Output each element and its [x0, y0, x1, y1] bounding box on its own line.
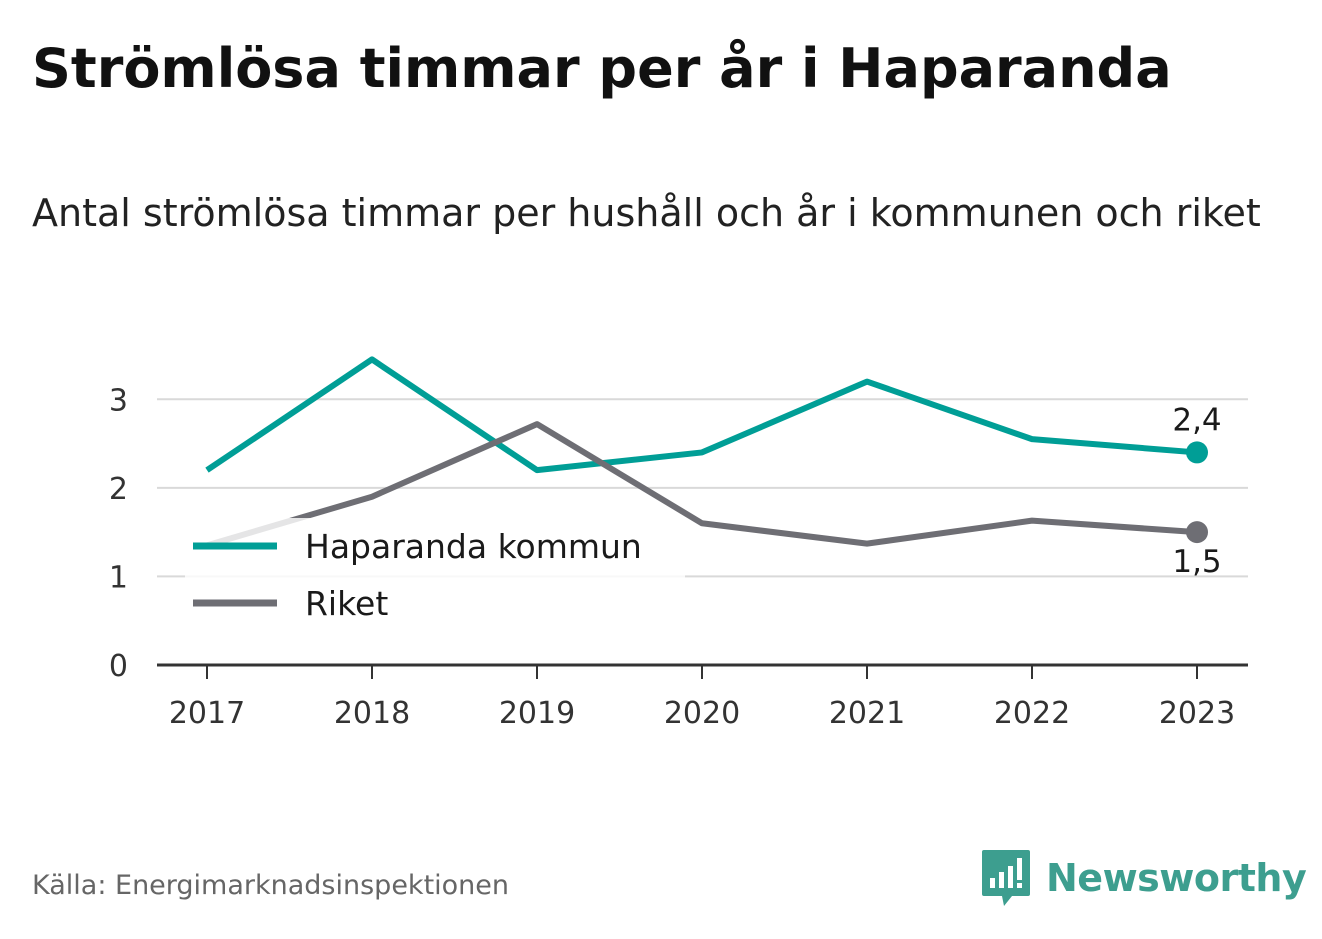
newsworthy-logo[interactable]: Newsworthy: [980, 848, 1307, 908]
x-axis: 2017 2018 2019 2020 2021 2022 2023: [157, 663, 1248, 731]
x-tick-label: 2022: [994, 696, 1070, 731]
chart-subtitle: Antal strömlösa timmar per hushåll och å…: [32, 191, 1261, 235]
series-end-point-0: [1186, 441, 1208, 464]
brand-name: Newsworthy: [1046, 856, 1307, 900]
legend-label-0: Haparanda kommun: [305, 527, 642, 566]
x-tick-label: 2023: [1159, 696, 1235, 731]
x-tick-label: 2021: [829, 696, 905, 731]
x-tick-label: 2018: [334, 696, 410, 731]
x-tick-label: 2020: [664, 696, 740, 731]
y-tick-label: 3: [109, 383, 128, 418]
newsworthy-logo-icon: [982, 850, 1030, 906]
y-tick-label: 0: [109, 649, 128, 684]
series-end-point-1: [1186, 521, 1208, 544]
end-value-label-0: 2,4: [1172, 402, 1221, 438]
x-tick-label: 2017: [169, 696, 245, 731]
y-tick-label: 1: [109, 560, 128, 595]
series-line-1: [206, 421, 1198, 549]
legend-label-1: Riket: [305, 584, 388, 623]
y-axis: 0 1 2 3: [109, 383, 128, 684]
end-labels: 2,4 1,5: [1172, 402, 1221, 580]
series-line-0: [205, 356, 1198, 474]
source-note: Källa: Energimarknadsinspektionen: [32, 870, 510, 901]
x-tick-label: 2019: [499, 696, 575, 731]
legend: Haparanda kommun Riket: [185, 518, 685, 638]
chart-title: Strömlösa timmar per år i Haparanda: [32, 37, 1172, 100]
y-tick-label: 2: [109, 472, 128, 507]
end-value-label-1: 1,5: [1172, 544, 1221, 580]
legend-background: [185, 518, 685, 638]
series-lines: [205, 356, 1208, 549]
